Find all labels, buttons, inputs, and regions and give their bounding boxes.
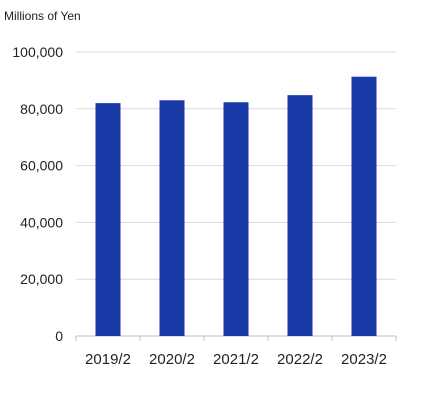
x-tick-label: 2021/2 bbox=[213, 351, 259, 368]
x-tick-label: 2020/2 bbox=[149, 351, 195, 368]
x-tick-label: 2022/2 bbox=[277, 351, 323, 368]
axes bbox=[75, 335, 397, 341]
y-axis-unit-label: Millions of Yen bbox=[4, 9, 81, 23]
y-tick-label: 0 bbox=[55, 328, 63, 344]
bar-2022-2 bbox=[287, 95, 313, 336]
y-tick-label: 40,000 bbox=[20, 214, 63, 230]
y-tick-label: 80,000 bbox=[20, 101, 63, 117]
y-tick-label: 100,000 bbox=[12, 44, 63, 60]
bar-2019-2 bbox=[95, 103, 121, 337]
x-tick-labels: 2019/2 2020/2 2021/2 2022/2 2023/2 bbox=[85, 351, 387, 368]
bar-2021-2 bbox=[223, 102, 249, 336]
y-tick-label: 20,000 bbox=[20, 271, 63, 287]
y-tick-labels: 0 20,000 40,000 60,000 80,000 100,000 bbox=[12, 44, 63, 344]
x-tick-label: 2023/2 bbox=[341, 351, 387, 368]
y-tick-label: 60,000 bbox=[20, 158, 63, 174]
x-tick-label: 2019/2 bbox=[85, 351, 131, 368]
bar-2020-2 bbox=[159, 100, 185, 336]
bars bbox=[95, 76, 377, 337]
bar-2023-2 bbox=[351, 76, 377, 336]
